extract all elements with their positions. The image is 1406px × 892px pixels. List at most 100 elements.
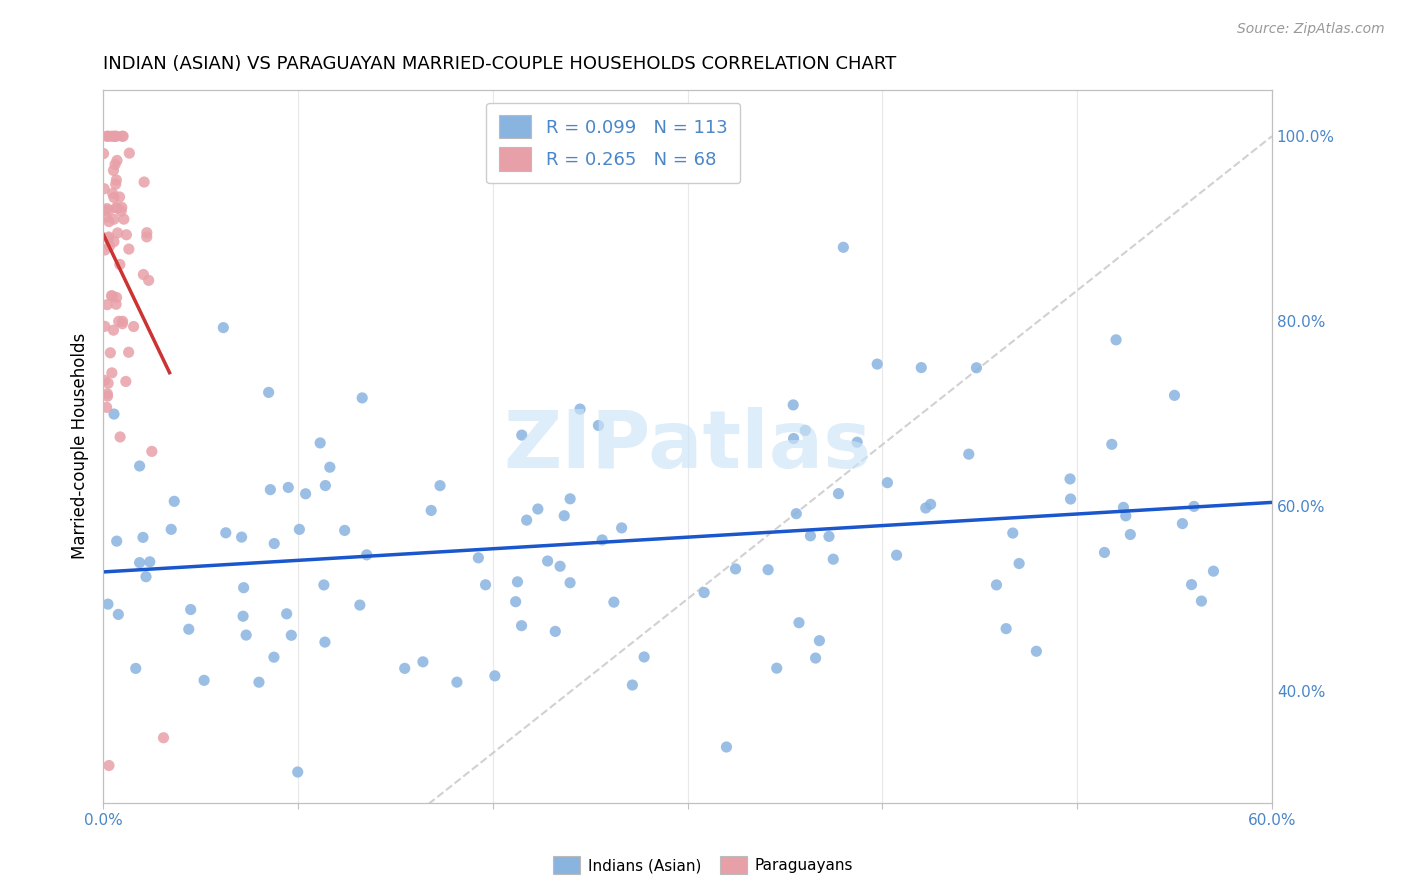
- Point: [536, 554, 558, 568]
- Point: [1163, 388, 1185, 402]
- Point: [128, 458, 150, 473]
- Point: [263, 650, 285, 665]
- Point: [1112, 500, 1135, 515]
- Point: [818, 529, 841, 543]
- Point: [866, 357, 889, 371]
- Point: [110, 204, 132, 219]
- Point: [965, 360, 987, 375]
- Point: [112, 212, 135, 227]
- Point: [108, 258, 131, 272]
- Point: [276, 607, 298, 621]
- Point: [132, 530, 155, 544]
- Point: [724, 562, 747, 576]
- Point: [412, 655, 434, 669]
- Point: [1059, 491, 1081, 506]
- Point: [352, 391, 374, 405]
- Point: [1119, 527, 1142, 541]
- Point: [163, 494, 186, 508]
- Point: [160, 522, 183, 536]
- Point: [103, 212, 125, 227]
- Point: [257, 385, 280, 400]
- Point: [886, 548, 908, 562]
- Point: [1105, 333, 1128, 347]
- Point: [96, 401, 118, 415]
- Point: [103, 163, 125, 178]
- Point: [319, 460, 342, 475]
- Point: [785, 507, 807, 521]
- Point: [510, 618, 533, 632]
- Point: [98, 203, 121, 218]
- Point: [782, 432, 804, 446]
- Point: [94, 243, 117, 257]
- Point: [621, 678, 644, 692]
- Point: [98, 346, 121, 360]
- Point: [105, 291, 128, 305]
- Point: [111, 317, 134, 331]
- Point: [693, 585, 716, 599]
- Point: [108, 190, 131, 204]
- Point: [247, 675, 270, 690]
- Point: [105, 201, 128, 215]
- Point: [548, 559, 571, 574]
- Point: [107, 226, 129, 240]
- Point: [314, 635, 336, 649]
- Point: [193, 673, 215, 688]
- Point: [97, 231, 120, 245]
- Point: [103, 235, 125, 249]
- Point: [111, 129, 134, 144]
- Point: [96, 298, 118, 312]
- Point: [1025, 644, 1047, 658]
- Point: [1191, 594, 1213, 608]
- Point: [125, 661, 148, 675]
- Point: [103, 407, 125, 421]
- Point: [516, 513, 538, 527]
- Point: [287, 764, 309, 779]
- Point: [98, 239, 121, 253]
- Point: [96, 386, 118, 401]
- Point: [105, 173, 128, 187]
- Point: [1001, 526, 1024, 541]
- Point: [107, 314, 129, 328]
- Point: [610, 521, 633, 535]
- Point: [314, 478, 336, 492]
- Point: [105, 201, 128, 215]
- Point: [104, 157, 127, 171]
- Point: [96, 129, 118, 144]
- Point: [118, 242, 141, 256]
- Point: [112, 129, 135, 144]
- Point: [633, 650, 655, 665]
- Point: [101, 366, 124, 380]
- Point: [986, 578, 1008, 592]
- Text: Source: ZipAtlas.com: Source: ZipAtlas.com: [1237, 22, 1385, 37]
- Point: [94, 203, 117, 218]
- Point: [232, 609, 254, 624]
- Point: [280, 628, 302, 642]
- Point: [823, 552, 845, 566]
- Point: [94, 211, 117, 225]
- Y-axis label: Married-couple Households: Married-couple Households: [72, 333, 89, 559]
- Point: [97, 129, 120, 144]
- Point: [591, 533, 613, 547]
- Point: [474, 578, 496, 592]
- Point: [105, 129, 128, 144]
- Point: [804, 651, 827, 665]
- Point: [104, 177, 127, 191]
- Point: [105, 534, 128, 549]
- Point: [1171, 516, 1194, 531]
- Point: [995, 622, 1018, 636]
- Point: [232, 581, 254, 595]
- Point: [569, 402, 592, 417]
- Point: [134, 175, 156, 189]
- Point: [716, 739, 738, 754]
- Point: [920, 497, 942, 511]
- Point: [560, 491, 582, 506]
- Point: [122, 319, 145, 334]
- Point: [505, 595, 527, 609]
- Point: [544, 624, 567, 639]
- Point: [98, 758, 121, 772]
- Point: [118, 146, 141, 161]
- Point: [1202, 564, 1225, 578]
- Point: [510, 428, 533, 442]
- Point: [957, 447, 980, 461]
- Point: [101, 186, 124, 201]
